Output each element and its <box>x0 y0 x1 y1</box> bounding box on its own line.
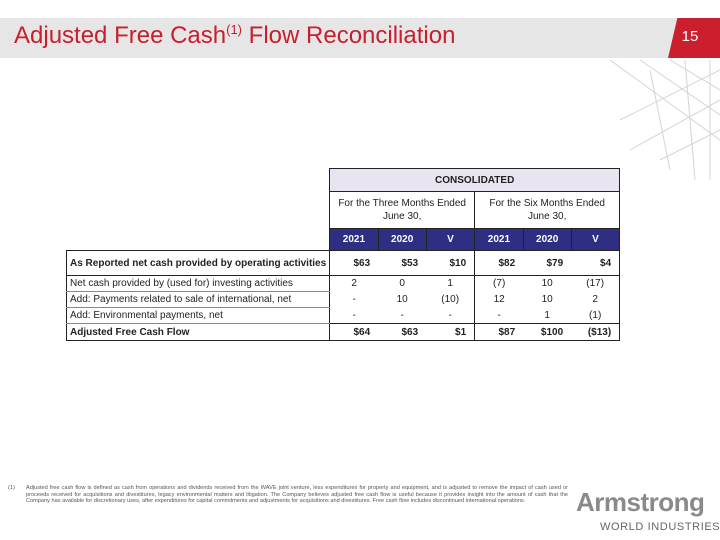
cell-value: $1 <box>426 323 475 341</box>
table-row: As Reported net cash provided by operati… <box>65 250 621 276</box>
title-band <box>0 18 720 58</box>
consolidated-header: CONSOLIDATED <box>329 168 621 192</box>
cell-value: 10 <box>396 294 408 305</box>
cell-value: $4 <box>571 250 621 276</box>
year-header: 2021 <box>474 228 524 251</box>
table-row: Add: Payments related to sale of interna… <box>65 291 621 308</box>
year-header: 2021 <box>329 228 379 251</box>
cell-value: 10 <box>541 278 553 290</box>
row-label: Net cash provided by (used for) investin… <box>65 275 331 292</box>
cell-value: 0 <box>399 278 405 290</box>
cell-value: ($13) <box>571 323 621 341</box>
variance-header: V <box>425 228 476 251</box>
cell-value: $63 <box>329 250 379 276</box>
cell-value: - <box>329 307 379 324</box>
cell-value: $87 <box>474 323 524 341</box>
row-label: As Reported net cash provided by operati… <box>65 250 331 276</box>
armstrong-logo: Armstrong WORLD INDUSTRIES <box>576 487 720 533</box>
cell-value: (7) <box>474 275 524 292</box>
table-row: Net cash provided by (used for) investin… <box>65 275 621 292</box>
cell-value: - <box>329 291 379 308</box>
title-superscript: (1) <box>226 22 242 37</box>
logo-subtitle: WORLD INDUSTRIES <box>600 521 720 533</box>
cell-value: 2 <box>329 275 379 292</box>
period-header-three-months: For the Three Months Ended June 30, <box>329 191 476 229</box>
cell-value: (1) <box>571 307 621 324</box>
footnote-mark: (1) <box>8 485 15 491</box>
page-number-tag <box>668 18 720 58</box>
table-row-total: Adjusted Free Cash Flow $64 $63 $1 $87 $… <box>65 323 621 341</box>
page-number: 15 <box>681 28 699 45</box>
cell-value: - <box>448 309 452 321</box>
cell-value: $100 <box>523 323 572 341</box>
cell-value: 12 <box>474 291 524 308</box>
footnote-text: Adjusted free cash flow is defined as ca… <box>26 485 568 505</box>
cell-value: $63 <box>378 323 427 341</box>
period-header-six-months: For the Six Months Ended June 30, <box>474 191 621 229</box>
cell-value: 1 <box>544 309 550 321</box>
variance-header: V <box>570 228 621 251</box>
cell-value: 1 <box>447 278 453 290</box>
cell-value: $10 <box>426 250 475 276</box>
cell-value: $64 <box>329 323 379 341</box>
cell-value: 10 <box>541 294 553 305</box>
cell-value: (10) <box>441 294 460 305</box>
row-label: Adjusted Free Cash Flow <box>65 323 331 341</box>
reconciliation-table: CONSOLIDATED For the Three Months Ended … <box>65 168 621 341</box>
page-title: Adjusted Free Cash(1) Flow Reconciliatio… <box>14 22 456 49</box>
cell-value: $53 <box>378 250 427 276</box>
year-header: 2020 <box>522 228 572 251</box>
logo-wordmark: Armstrong <box>576 487 705 517</box>
cell-value: - <box>400 309 404 321</box>
year-header: 2020 <box>377 228 427 251</box>
footnote: (1) Adjusted free cash flow is defined a… <box>8 485 568 505</box>
table-row: Add: Environmental payments, net - - - -… <box>65 307 621 324</box>
cell-value: - <box>474 307 524 324</box>
row-label: Add: Environmental payments, net <box>65 307 331 324</box>
row-label: Add: Payments related to sale of interna… <box>65 291 331 308</box>
cell-value: (17) <box>571 275 621 292</box>
cell-value: $79 <box>523 250 572 276</box>
cell-value: $82 <box>474 250 524 276</box>
decorative-grid-graphic <box>609 60 720 180</box>
cell-value: 2 <box>571 291 621 308</box>
